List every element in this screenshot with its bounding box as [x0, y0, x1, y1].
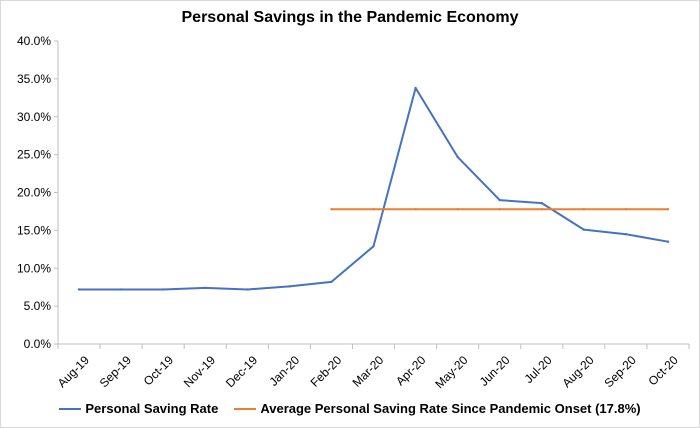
- data-point-saving-rate: [372, 245, 375, 248]
- x-tick-label: Nov-19: [181, 353, 218, 390]
- data-point-saving-rate: [498, 198, 501, 202]
- y-tick-label: 30.0%: [17, 110, 51, 124]
- chart-title: Personal Savings in the Pandemic Economy: [181, 9, 519, 26]
- data-point-average-rate: [498, 207, 501, 211]
- x-tick-label: Oct-19: [141, 353, 177, 389]
- y-tick-label: 40.0%: [17, 34, 51, 48]
- data-point-saving-rate: [456, 155, 459, 159]
- data-point-saving-rate: [77, 288, 81, 291]
- x-tick-label: Aug-19: [55, 353, 92, 390]
- data-point-saving-rate: [666, 240, 670, 243]
- x-tick-label: Sep-20: [602, 353, 639, 390]
- y-tick-label: 25.0%: [17, 148, 51, 162]
- legend-label-saving-rate: Personal Saving Rate: [85, 401, 219, 416]
- x-axis: Aug-19 Sep-19 Oct-19 Nov-19 Dec-19 Jan-20 Feb-…: [55, 343, 690, 391]
- data-point-average-rate: [666, 207, 670, 211]
- y-tick-label: 20.0%: [17, 186, 51, 200]
- x-tick-label: Apr-20: [393, 353, 429, 389]
- x-tick-label: Jul-20: [522, 353, 555, 386]
- series-line-saving-rate: [79, 87, 669, 291]
- data-point-saving-rate: [540, 201, 543, 205]
- data-point-saving-rate: [161, 288, 165, 291]
- data-point-average-rate: [330, 207, 333, 211]
- data-point-saving-rate: [204, 286, 207, 290]
- data-point-saving-rate: [582, 228, 586, 231]
- x-tick-label: Mar-20: [350, 353, 387, 390]
- x-tick-label: Jan-20: [266, 353, 302, 389]
- data-point-saving-rate: [624, 232, 628, 236]
- data-point-average-rate: [414, 207, 417, 211]
- x-tick-label: Aug-20: [559, 353, 596, 390]
- data-point-average-rate: [456, 207, 459, 211]
- data-point-average-rate: [624, 207, 628, 211]
- legend-item-saving-rate: Personal Saving Rate: [59, 401, 218, 416]
- legend-swatch-average-rate: [234, 407, 257, 410]
- x-tick-label: Sep-19: [97, 353, 134, 390]
- legend-swatch-saving-rate: [59, 407, 82, 410]
- y-tick-label: 35.0%: [17, 72, 51, 86]
- series-lines: [77, 86, 670, 291]
- legend-label-average-rate: Average Personal Saving Rate Since Pande…: [260, 401, 641, 416]
- data-point-saving-rate: [288, 285, 291, 288]
- data-point-saving-rate: [119, 288, 123, 291]
- x-tick-label: Oct-20: [646, 353, 682, 389]
- data-point-average-rate: [582, 207, 586, 211]
- x-tick-label: Dec-19: [223, 353, 260, 390]
- x-tick-label: Jun-20: [477, 353, 513, 389]
- legend-item-average-rate: Average Personal Saving Rate Since Pande…: [234, 401, 641, 416]
- y-axis: 0.0% 5.0% 10.0% 15.0% 20.0% 25.0% 30.0% 35.0% 40…: [17, 34, 59, 351]
- y-tick-label: 15.0%: [17, 223, 51, 237]
- data-point-average-rate: [372, 207, 375, 211]
- data-point-average-rate: [540, 207, 543, 211]
- data-point-saving-rate: [330, 280, 333, 284]
- x-tick-label: May-20: [432, 353, 470, 391]
- y-tick-label: 5.0%: [24, 299, 52, 313]
- data-point-saving-rate: [414, 86, 417, 90]
- y-tick-label: 10.0%: [17, 261, 51, 275]
- data-point-saving-rate: [246, 288, 249, 291]
- y-tick-label: 0.0%: [24, 337, 52, 351]
- x-tick-label: Feb-20: [308, 353, 345, 390]
- chart-legend: Personal Saving Rate Average Personal Sa…: [1, 401, 699, 416]
